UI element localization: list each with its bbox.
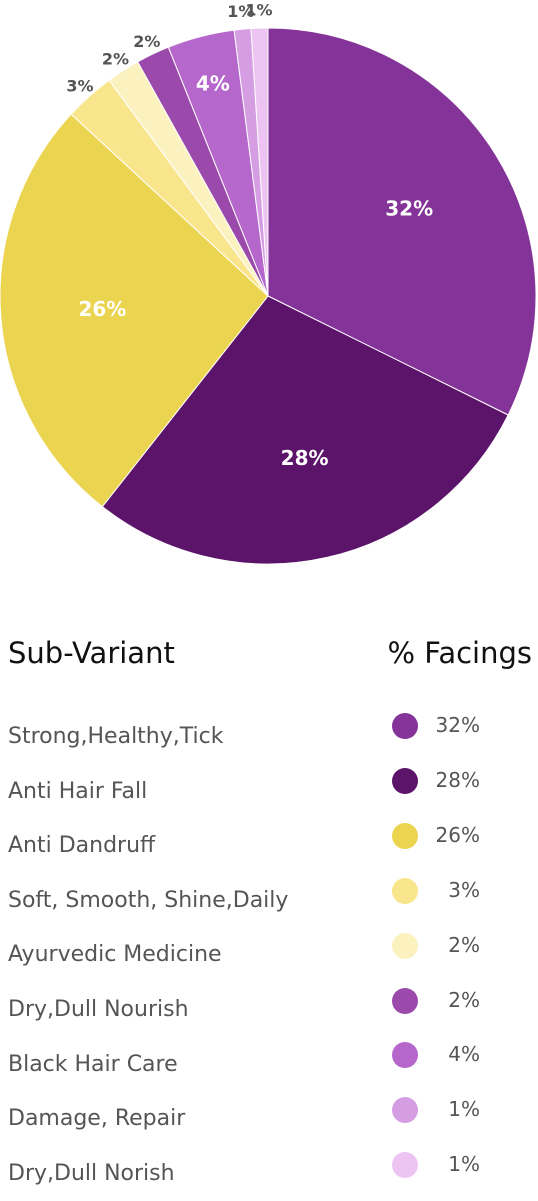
pie-slice-0 [267,27,537,416]
legend-value: 1% [448,1152,480,1177]
legend-header-sub-variant: Sub-Variant [8,636,175,670]
legend-label: Dry,Dull Nourish [8,997,189,1022]
legend-label: Soft, Smooth, Shine,Daily [8,887,289,913]
legend-row: Anti Hair Fall 28% [0,767,538,819]
legend-value: 28% [435,767,480,792]
legend-swatch [392,822,418,849]
legend-row: Ayurvedic Medicine 2% [0,932,538,982]
legend-swatch [392,1042,418,1069]
slice-label-6: 4% [196,71,230,95]
legend-header-facings: % Facings [387,636,532,670]
legend-swatch [392,713,418,739]
legend-label: Ayurvedic Medicine [8,942,222,968]
legend-row: Dry,Dull Nourish 2% [0,987,538,1037]
legend-row: Damage, Repair 1% [0,1097,538,1146]
legend-swatch [392,1097,418,1124]
pie-slice-1 [101,295,509,565]
legend-value: 2% [448,987,480,1012]
slice-label-1: 28% [281,446,329,470]
legend-swatch [392,877,418,904]
legend-row: Strong,Healthy,Tick 32% [0,713,538,764]
slice-label-3: 3% [66,76,93,95]
slice-label-5: 2% [133,32,160,51]
legend-swatch [392,987,418,1014]
slice-label-0: 32% [385,196,433,220]
legend-label: Dry,Dull Norish [8,1160,175,1186]
legend-value: 3% [448,877,480,902]
legend-value: 26% [435,822,480,847]
slice-label-2: 26% [78,297,126,321]
legend-label: Damage, Repair [8,1106,186,1132]
legend-row: Anti Dandruff 26% [0,822,538,873]
slice-label-7: 1% [227,2,254,21]
legend-row: Soft, Smooth, Shine,Daily 3% [0,877,538,928]
slice-label-4: 2% [102,49,129,68]
legend-label: Strong,Healthy,Tick [8,724,224,749]
slice-label-8: 1% [245,1,272,20]
legend-value: 1% [448,1097,480,1122]
legend-swatch [392,932,418,959]
legend-label: Anti Dandruff [8,833,156,859]
legend-value: 2% [448,932,480,957]
pie-slice-8 [250,27,269,297]
legend-value: 32% [435,713,480,737]
legend-row: Black Hair Care 4% [0,1042,538,1092]
legend-label: Anti Hair Fall [8,778,148,804]
legend-label: Black Hair Care [8,1051,178,1077]
pie-chart: 32% 28% 26% 3% 2%2% 4% 1%1% [0,1,537,565]
legend-swatch [392,767,418,794]
legend-value: 4% [448,1042,480,1067]
legend-row: Dry,Dull Norish 1% [0,1152,538,1201]
legend-swatch [392,1152,418,1179]
pie-slice-2 [0,113,269,508]
